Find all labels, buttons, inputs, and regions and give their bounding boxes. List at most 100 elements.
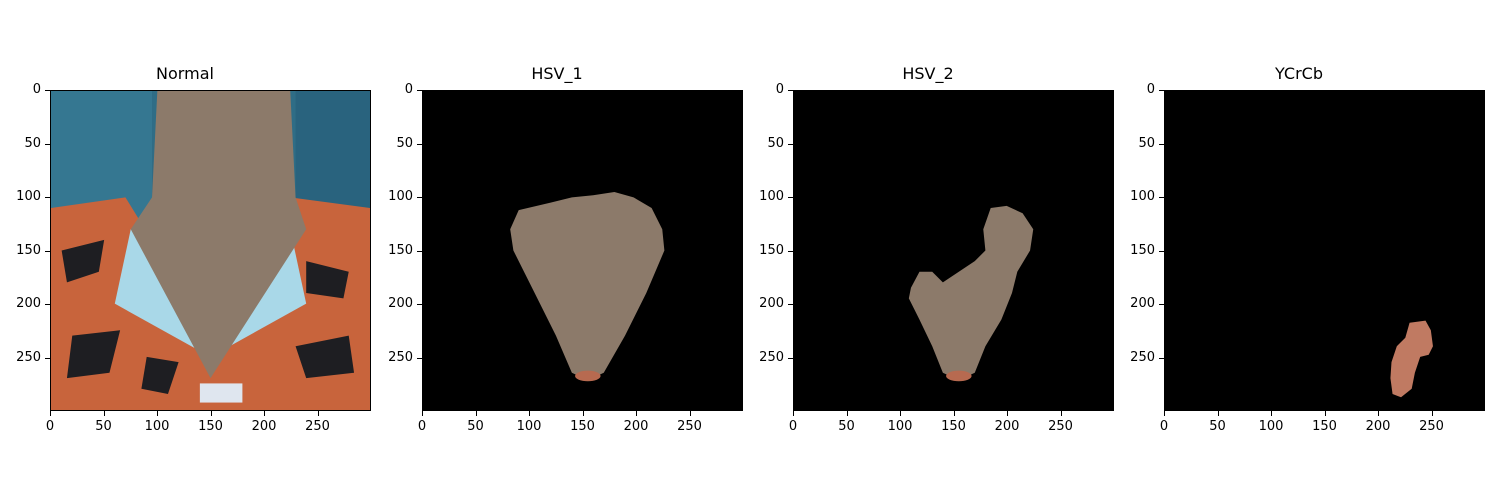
y-tick-label: 150 <box>1130 242 1155 258</box>
y-tick-label: 100 <box>388 189 413 204</box>
x-tick-mark <box>157 411 158 416</box>
y-tick-label: 50 <box>396 135 413 151</box>
image-axes <box>50 90 371 411</box>
y-tick-label: 100 <box>16 189 41 204</box>
x-tick-label: 150 <box>570 419 595 434</box>
x-tick-label: 0 <box>417 419 427 434</box>
y-tick-mark <box>1159 304 1164 305</box>
y-tick-label: 50 <box>24 135 41 151</box>
y-tick-label: 0 <box>775 82 784 97</box>
panel-normal: Normal 0 50 100 150 200 250 0 50 100 150 200 250 <box>0 0 371 500</box>
x-tick-label: 200 <box>623 419 649 434</box>
panel-hsv2: HSV_2 0 50 100 150 200 250 0 50 100 150 200 250 <box>743 0 1114 500</box>
x-tick-mark <box>1324 411 1326 416</box>
x-tick-label: 250 <box>1419 419 1444 434</box>
x-tick-label: 200 <box>994 419 1020 434</box>
hsv1-mask <box>510 192 665 382</box>
x-tick-mark <box>1431 411 1433 416</box>
y-tick-mark <box>417 304 422 305</box>
image-axes <box>793 90 1114 411</box>
x-tick-mark <box>953 411 955 416</box>
x-tick-label: 0 <box>788 419 798 434</box>
x-tick-label: 250 <box>1048 419 1073 434</box>
x-tick-mark <box>636 411 637 416</box>
image-axes <box>1164 90 1485 411</box>
y-tick-mark <box>788 250 793 252</box>
panel-title: YCrCb <box>1275 64 1323 83</box>
x-tick-mark <box>1217 411 1219 416</box>
x-tick-mark <box>529 411 530 416</box>
x-tick-mark <box>1164 411 1165 416</box>
x-tick-label: 100 <box>1258 419 1284 434</box>
hsv2-mask <box>908 205 1034 382</box>
y-tick-mark <box>417 357 422 359</box>
y-tick-mark <box>788 357 793 359</box>
x-tick-label: 150 <box>1312 419 1337 434</box>
y-tick-mark <box>45 90 50 91</box>
x-tick-mark <box>689 411 691 416</box>
y-tick-mark <box>788 197 793 198</box>
y-tick-label: 0 <box>32 82 41 97</box>
y-tick-label: 200 <box>1130 296 1155 311</box>
y-tick-mark <box>45 304 50 305</box>
panel-title: HSV_1 <box>531 64 583 83</box>
x-tick-label: 150 <box>941 419 966 434</box>
x-tick-mark <box>422 411 423 416</box>
y-tick-label: 200 <box>16 296 41 311</box>
y-tick-label: 0 <box>404 82 413 97</box>
y-tick-mark <box>417 250 422 252</box>
y-tick-label: 250 <box>16 349 41 365</box>
x-tick-label: 0 <box>45 419 55 434</box>
y-tick-mark <box>1159 90 1164 91</box>
y-tick-mark <box>1159 250 1164 252</box>
y-tick-mark <box>417 90 422 91</box>
y-tick-mark <box>788 90 793 91</box>
y-tick-mark <box>45 357 50 359</box>
y-tick-mark <box>45 250 50 252</box>
y-tick-mark <box>1159 357 1164 359</box>
y-tick-label: 100 <box>1130 189 1155 204</box>
x-tick-mark <box>210 411 212 416</box>
panel-title: Normal <box>156 64 214 83</box>
y-tick-mark <box>417 197 422 198</box>
x-tick-mark <box>317 411 319 416</box>
y-tick-mark <box>788 143 793 145</box>
y-tick-label: 250 <box>759 349 784 365</box>
y-tick-label: 250 <box>388 349 413 365</box>
y-tick-mark <box>417 143 422 145</box>
y-tick-mark <box>1159 143 1164 145</box>
y-tick-mark <box>788 304 793 305</box>
x-tick-label: 250 <box>305 419 330 434</box>
y-tick-mark <box>45 143 50 145</box>
x-tick-label: 100 <box>516 419 542 434</box>
x-tick-mark <box>1378 411 1379 416</box>
x-tick-mark <box>103 411 105 416</box>
x-tick-mark <box>1060 411 1062 416</box>
x-tick-label: 200 <box>1365 419 1391 434</box>
y-tick-label: 150 <box>388 242 413 258</box>
y-tick-mark <box>1159 197 1164 198</box>
normal-photo <box>51 91 370 410</box>
panel-hsv1: HSV_1 0 50 100 150 200 250 0 50 100 150 200 250 <box>372 0 743 500</box>
image-axes <box>422 90 743 411</box>
y-tick-label: 50 <box>1138 135 1155 151</box>
y-tick-label: 200 <box>388 296 413 311</box>
x-tick-label: 50 <box>467 419 484 434</box>
x-tick-mark <box>264 411 265 416</box>
x-tick-mark <box>50 411 51 416</box>
x-tick-label: 50 <box>838 419 855 434</box>
x-tick-label: 200 <box>251 419 277 434</box>
x-tick-label: 150 <box>198 419 223 434</box>
x-tick-mark <box>846 411 848 416</box>
x-tick-mark <box>582 411 584 416</box>
y-tick-label: 150 <box>16 242 41 258</box>
ycrcb-mask <box>1390 320 1433 398</box>
y-tick-label: 50 <box>767 135 784 151</box>
x-tick-mark <box>1007 411 1008 416</box>
x-tick-label: 50 <box>95 419 112 434</box>
y-tick-label: 0 <box>1146 82 1155 97</box>
y-tick-label: 100 <box>759 189 784 204</box>
y-tick-label: 250 <box>1130 349 1155 365</box>
panel-title: HSV_2 <box>902 64 954 83</box>
x-tick-label: 50 <box>1209 419 1226 434</box>
